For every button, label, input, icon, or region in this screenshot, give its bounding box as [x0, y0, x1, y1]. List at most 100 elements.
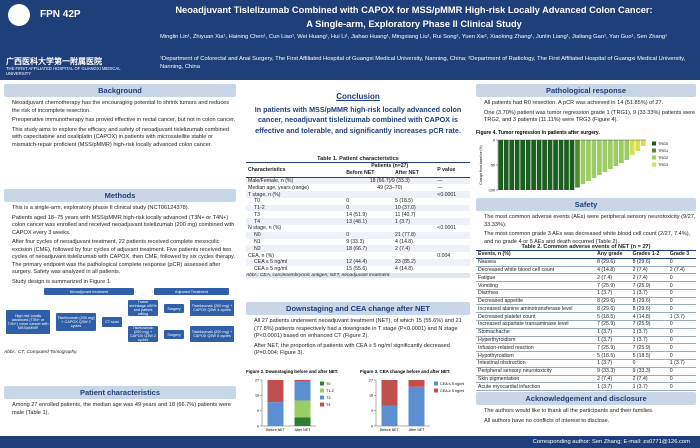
bullet: Study design is summarized in Figure 1.: [12, 279, 236, 287]
legend-swatch: [652, 162, 656, 167]
cell: 7 (25.9): [632, 282, 651, 289]
cell: Nausea: [478, 259, 496, 266]
bar: [542, 140, 547, 190]
cell: 5 (18.5): [395, 198, 413, 205]
bar-segment: [267, 380, 284, 403]
bar-segment: [294, 417, 311, 426]
table-row: Peripheral sensory neurotoxicity 9 (33.3)…: [476, 367, 696, 375]
cell: [435, 245, 470, 252]
flow-box: Tislelizumab (200 mg) + CAPOX Q3W 2 cycl…: [128, 326, 158, 343]
cell: 8 (29.6): [597, 305, 615, 312]
legend-swatch: [320, 381, 324, 386]
cell: N stage, n (%): [248, 225, 282, 232]
bar: [613, 140, 619, 166]
heading: Acknowledgement and disclosure: [476, 392, 696, 405]
cell: 8 (29.6): [597, 298, 615, 305]
downstaging-section: Downstaging and CEA change after NET All …: [246, 302, 470, 360]
cell: 8 (29.6): [597, 259, 615, 266]
cell: N2: [254, 245, 261, 252]
bullets: The most common adverse events (AEs) wer…: [476, 214, 696, 246]
cell: 1 (3.7): [669, 313, 685, 320]
bullets: The authors would like to thank all the …: [476, 408, 696, 425]
bar: [586, 140, 591, 181]
x-tick-label: After NET: [409, 428, 426, 432]
bar: [564, 140, 569, 190]
patients-section: Patient characteristics Among 27 enrolled…: [4, 386, 236, 419]
table-row: CEA ≤ 5 ng/ml 12 (44.4) 23 (85.2): [246, 258, 470, 266]
table: Characteristics Patients (n=27) P value Bef…: [246, 162, 470, 273]
cell: 0: [669, 259, 673, 266]
bullets: This is a single-arm, exploratory phase …: [4, 205, 236, 286]
table-row: Fatigue 2 (7.4) 2 (7.4) 0: [476, 274, 696, 282]
cell: 5 (18.5): [632, 352, 651, 359]
figure-3: Figure 3. CEA change before and after NE…: [360, 369, 464, 432]
bar: [597, 140, 602, 175]
bar: [602, 140, 608, 172]
bar: [591, 140, 597, 178]
cell: 2 (7.4): [597, 375, 613, 382]
bullet: Among 27 enrolled patients, the median a…: [12, 402, 236, 417]
cell: CEA, n (%): [248, 252, 274, 259]
institution-en: THE FIRST AFFILIATED HOSPITAL OF GUANGXI…: [6, 66, 121, 76]
poster-code: FPN 42P: [40, 9, 81, 20]
cell: [435, 266, 470, 273]
bullet: This is a single-arm, exploratory phase …: [12, 205, 236, 213]
legend-swatch: [434, 388, 438, 393]
table-title: Table 1. Patient characteristics: [317, 156, 399, 162]
table-row: N stage, n (%) <0.0001: [246, 225, 470, 232]
figure-1-abbr: Abbr.: CT, Computed Tomography.: [4, 350, 78, 356]
y-tick-label: 0: [493, 138, 495, 142]
cell: 0: [346, 232, 350, 239]
header-cell: Grade 3: [669, 251, 690, 258]
flow-box: High risk locally advanced (T3N+ or T4N+…: [6, 310, 50, 335]
cell: Decreased white blood cell count: [478, 266, 555, 273]
legend-swatch: [320, 388, 324, 393]
bar-segment: [408, 380, 425, 387]
y-tick-label: 9: [257, 409, 259, 413]
cell: Decreased platelet count: [478, 313, 536, 320]
cell: 2 (7.4): [395, 245, 411, 252]
table-row: CEA, n (%) 0.004: [246, 252, 470, 259]
bar: [531, 140, 536, 190]
table-row: Increased aspartate transaminase level 7 …: [476, 321, 696, 329]
x-tick-label: After NET: [295, 428, 312, 432]
pathology-section: Pathological response All patients had R0…: [476, 84, 696, 127]
cell: 1 (3.7): [632, 329, 648, 336]
cell: 0: [669, 383, 673, 390]
cell: 0: [669, 298, 673, 305]
cell: CEA ≥ 5 ng/ml: [254, 266, 288, 273]
cell: —: [437, 184, 443, 191]
table-row: T1-2 0 10 (37.0): [246, 204, 470, 212]
header-cell: Characteristics: [248, 166, 286, 173]
cell: Decreased appetite: [478, 298, 523, 305]
column-3: Pathological response All patients had R0…: [476, 84, 696, 434]
heading: Downstaging and CEA change after NET: [246, 302, 470, 315]
bar-segment: [381, 380, 398, 406]
table-title: Table 2. Common adverse events of NET (n…: [521, 244, 651, 250]
column-2: Conclusion In patients with MSS/pMMR hig…: [246, 84, 470, 434]
table-row: Nausea 8 (29.6) 8 (29.6) 0: [476, 258, 696, 267]
table-row: T0 0 5 (18.5): [246, 198, 470, 205]
header-cell: After NET: [395, 170, 419, 177]
table-2: Table 2. Common adverse events of NET (n…: [476, 242, 696, 391]
cell: 0: [632, 360, 636, 367]
cell: 0: [346, 198, 350, 205]
legend-label: TRG0: [658, 142, 668, 146]
cell: 13 (48.1): [346, 218, 367, 225]
methods-section: Methods This is a single-arm, exploratory…: [4, 189, 236, 355]
table-row: Hyperthyroidism 1 (3.7) 1 (3.7) 0: [476, 336, 696, 344]
cell: 2 (7.4): [669, 266, 685, 273]
chart-title: Figure 2. Downstaging before and after N…: [246, 369, 338, 374]
chart-title: Figure 4. Tumor regression in patients a…: [476, 130, 600, 136]
table-row: Decreased white blood cell count 4 (14.8)…: [476, 266, 696, 274]
cell: [344, 225, 393, 232]
footer: Corresponding author: Sen Zhang; E-mail:…: [0, 436, 700, 448]
cell: Increased alanine aminotransferase level: [478, 305, 573, 312]
figure-1: Neoadjuvant treatment Adjuvant Treatment…: [4, 288, 236, 350]
cell: 0: [669, 274, 673, 281]
cell: 0: [669, 321, 673, 328]
bullet: Neoadjuvant chemotherapy has the encoura…: [12, 100, 236, 115]
cell: 11 (40.7): [395, 211, 416, 218]
bar: [629, 140, 635, 155]
